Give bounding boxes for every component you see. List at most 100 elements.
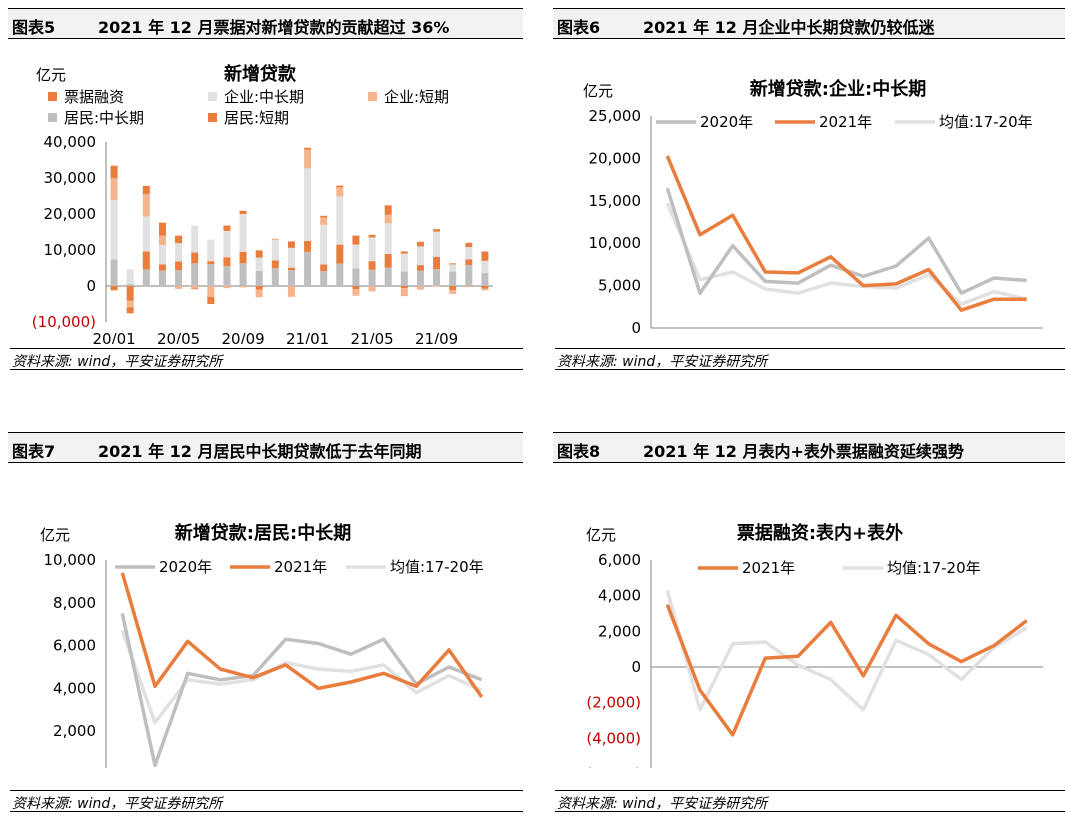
figure-title: 2021 年 12 月表内+表外票据融资延续强势 <box>643 442 964 461</box>
bar-segment <box>384 214 392 224</box>
bar-segment <box>255 257 263 271</box>
bar-segment <box>465 242 473 248</box>
bar-segment <box>481 273 489 286</box>
y-tick-label: 30,000 <box>44 169 97 187</box>
bar-segment <box>158 264 166 271</box>
bar-segment <box>400 251 408 254</box>
bar-segment <box>287 270 295 286</box>
legend-label: 居民:短期 <box>224 109 289 127</box>
bar-segment <box>255 289 263 298</box>
y-tick-label: 0 <box>86 277 96 295</box>
y-axis-unit: 亿元 <box>583 82 613 100</box>
bar-segment <box>320 215 328 218</box>
chart-household-long-term: 亿元 新增贷款:居民:中长期 2020年 2021年 均值:17-20年 10,000 8,… <box>40 522 484 768</box>
bar-segment <box>207 296 215 304</box>
y-tick-label: 10,000 <box>44 241 97 259</box>
bar-segment <box>384 205 392 215</box>
panel-header: 图表7 2021 年 12 月居民中长期贷款低于去年同期 <box>8 432 523 463</box>
series-line <box>665 603 1028 737</box>
bar-segment <box>239 251 247 264</box>
bar-segment <box>352 289 360 296</box>
bar-segment <box>416 286 424 290</box>
y-tick-label: 0 <box>631 658 641 676</box>
bar-segment <box>481 251 489 261</box>
bar-segment <box>223 286 231 289</box>
bar-segment <box>110 259 118 286</box>
bar-segment <box>449 271 457 286</box>
bar-segment <box>416 270 424 286</box>
legend-label: 2021年 <box>819 113 872 131</box>
bar-segment <box>336 244 344 264</box>
panel-header: 图表5 2021 年 12 月票据对新增贷款的贡献超过 36% <box>8 8 523 39</box>
x-tick-label: 1 <box>663 343 673 344</box>
y-tick-label: 6,000 <box>53 637 96 655</box>
bar-segment <box>126 286 134 301</box>
legend-swatch <box>48 113 57 122</box>
x-tick-label: 12 <box>1017 343 1036 344</box>
bar-segment <box>110 178 118 200</box>
x-tick-label: 7 <box>859 343 869 344</box>
bar-segment <box>207 264 215 286</box>
y-tick-label: 10,000 <box>44 551 97 569</box>
bar-segment <box>336 196 344 245</box>
figure-label: 图表6 <box>557 18 601 37</box>
bar-segment <box>433 269 441 286</box>
y-tick-label: (4,000) <box>586 729 641 747</box>
y-tick-label: 25,000 <box>589 107 642 125</box>
bar-segment <box>465 247 473 260</box>
y-tick-label: 40,000 <box>44 133 97 151</box>
bar-segment <box>271 238 279 240</box>
bar-segment <box>368 286 376 292</box>
bar-segment <box>255 286 263 290</box>
series-line <box>120 572 484 698</box>
y-tick-label: 4,000 <box>598 587 641 605</box>
bar-segment <box>368 269 376 286</box>
bar-segment <box>449 289 457 294</box>
x-tick-label: 21/09 <box>415 330 458 344</box>
bar-segment <box>352 244 360 269</box>
bar-segment <box>239 214 247 252</box>
bar-segment <box>223 257 231 267</box>
bar-segment <box>142 269 150 286</box>
bar-segment <box>207 286 215 297</box>
bar-segment <box>368 237 376 262</box>
bar-segment <box>368 234 376 238</box>
bar-segment <box>433 286 441 287</box>
x-tick-label: 8 <box>891 343 901 344</box>
bar-segment <box>255 270 263 286</box>
legend-label: 2021年 <box>742 559 795 577</box>
bar-segment <box>304 168 312 241</box>
legend-swatch <box>368 92 377 101</box>
bar-segment <box>271 239 279 261</box>
series-line <box>665 589 1028 712</box>
x-tick-label: 9 <box>924 343 934 344</box>
x-tick-label: 5 <box>793 343 803 344</box>
bar-segment <box>287 247 295 268</box>
legend-label: 均值:17-20年 <box>390 558 484 576</box>
bar-segment <box>191 286 199 289</box>
series-line <box>665 155 1027 312</box>
y-axis-unit: 亿元 <box>36 66 66 84</box>
bar-segment <box>384 223 392 254</box>
bar-segment <box>320 217 328 225</box>
legend-swatch <box>208 113 217 122</box>
bar-segment <box>158 270 166 286</box>
bar-segment <box>400 271 408 286</box>
bar-segment <box>175 261 183 271</box>
legend-label: 居民:中长期 <box>64 109 144 127</box>
figure-label: 图表8 <box>557 442 601 461</box>
bar-segment <box>255 250 263 258</box>
bar-segment <box>191 263 199 286</box>
legend-label: 票据融资 <box>64 88 124 106</box>
panel-household-long-term: 图表7 2021 年 12 月居民中长期贷款低于去年同期 亿元 新增贷款:居民:中… <box>8 432 523 817</box>
bar-segment <box>400 253 408 272</box>
y-axis-unit: 亿元 <box>586 526 616 544</box>
legend-label: 2021年 <box>274 558 327 576</box>
bar-segment <box>320 224 328 265</box>
x-tick-label: 6 <box>826 343 836 344</box>
x-tick-label: 2 <box>695 343 705 344</box>
x-tick-label: 4 <box>761 343 771 344</box>
figure-title: 2021 年 12 月票据对新增贷款的贡献超过 36% <box>98 18 450 37</box>
